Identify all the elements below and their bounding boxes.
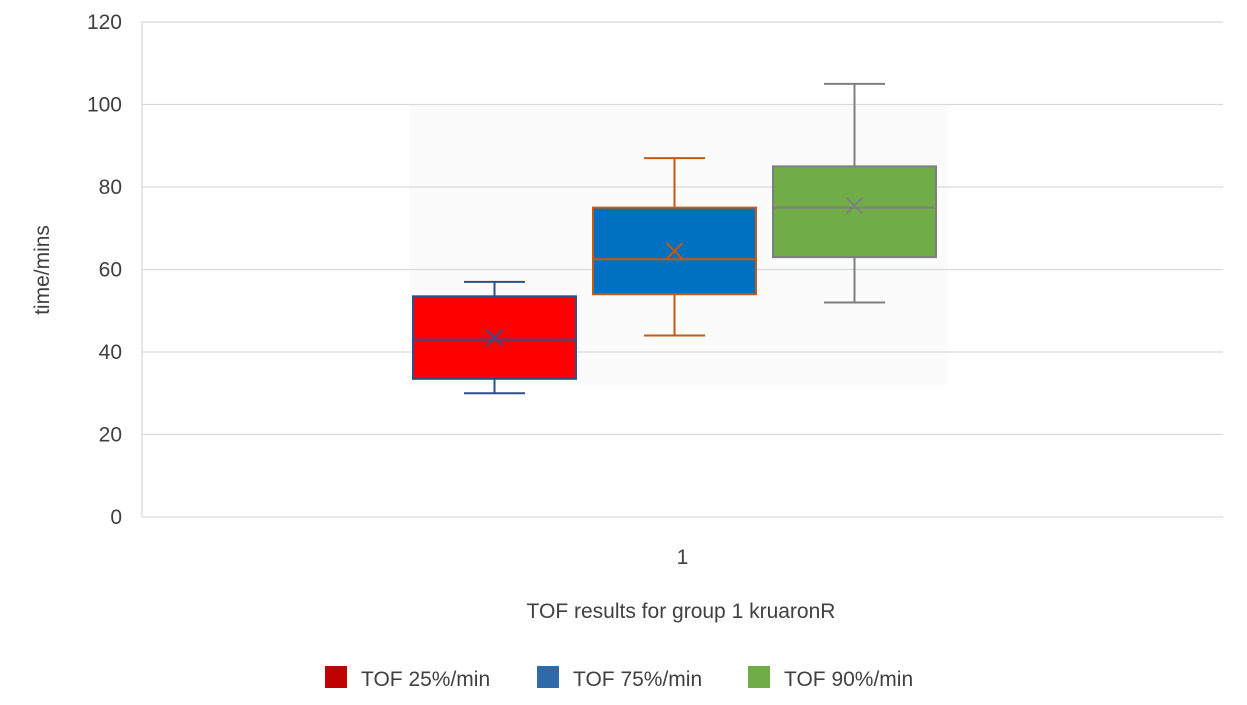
mean-marker xyxy=(665,242,684,260)
x-axis-ticks: 1 xyxy=(677,546,689,569)
legend-label: TOF 25%/min xyxy=(361,668,490,691)
y-tick-label: 20 xyxy=(99,424,122,447)
legend-item-2: TOF 75%/min xyxy=(537,666,702,691)
box-1 xyxy=(412,280,577,395)
box-iqr xyxy=(592,206,757,296)
mean-marker xyxy=(845,196,864,215)
legend-swatch xyxy=(748,666,770,688)
box-iqr xyxy=(772,165,937,259)
y-tick-label: 40 xyxy=(99,341,122,364)
legend-label: TOF 90%/min xyxy=(784,668,913,691)
legend-item-1: TOF 25%/min xyxy=(325,666,490,691)
box-3 xyxy=(772,82,937,304)
y-tick-label: 100 xyxy=(87,94,122,117)
y-axis-ticks: 0 20 40 60 80 100 120 xyxy=(87,11,122,529)
x-axis-title: TOF results for group 1 kruaronR xyxy=(527,600,836,623)
y-tick-label: 80 xyxy=(99,176,122,199)
box-2 xyxy=(592,157,757,337)
mean-marker xyxy=(485,328,504,347)
y-tick-label: 0 xyxy=(110,506,122,529)
legend: TOF 25%/min TOF 75%/min TOF 90%/min xyxy=(325,666,913,691)
legend-label: TOF 75%/min xyxy=(573,668,702,691)
legend-item-3: TOF 90%/min xyxy=(748,666,913,691)
x-tick-label: 1 xyxy=(677,546,689,569)
y-tick-label: 60 xyxy=(99,259,122,282)
y-tick-label: 120 xyxy=(87,11,122,34)
y-axis-title: time/mins xyxy=(31,225,54,315)
legend-swatch xyxy=(537,666,559,688)
legend-swatch xyxy=(325,666,347,688)
boxes xyxy=(412,82,937,395)
